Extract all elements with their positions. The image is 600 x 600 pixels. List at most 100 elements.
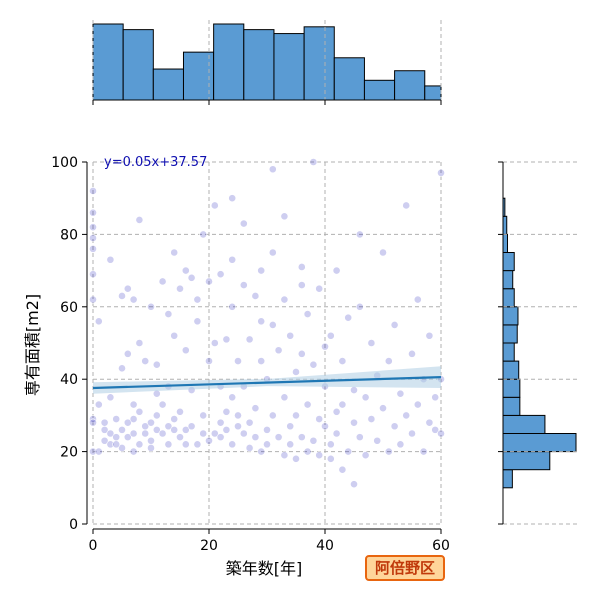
- data-point: [123, 433, 132, 442]
- data-point: [431, 393, 440, 402]
- data-point: [94, 447, 103, 456]
- data-point: [181, 440, 190, 449]
- x-histogram-bar: [394, 70, 426, 101]
- data-point: [123, 418, 132, 427]
- data-point: [245, 444, 254, 452]
- y-histogram-bar: [502, 451, 551, 471]
- data-point: [373, 436, 382, 445]
- district-badge: 阿倍野区: [365, 555, 445, 581]
- data-point: [100, 436, 109, 445]
- y-axis-label: 専有面積[m2]: [23, 294, 42, 396]
- data-point: [280, 212, 289, 221]
- data-point: [245, 418, 254, 427]
- data-point: [326, 331, 335, 340]
- x-tick-label: 40: [316, 538, 334, 554]
- data-point: [390, 320, 399, 329]
- data-point: [170, 248, 179, 257]
- data-point: [135, 407, 144, 416]
- data-point: [367, 415, 376, 423]
- data-point: [106, 255, 115, 264]
- data-point: [402, 411, 411, 420]
- data-point: [390, 422, 399, 431]
- data-point: [141, 357, 150, 365]
- x-tick-label: 60: [432, 538, 450, 554]
- data-point: [379, 404, 387, 413]
- x-axis-label: 築年数[年]: [226, 559, 303, 578]
- x-histogram-bar: [152, 68, 184, 101]
- data-point: [280, 393, 289, 402]
- data-point: [274, 346, 283, 355]
- data-point: [315, 415, 324, 423]
- data-point: [350, 386, 358, 394]
- data-point: [326, 440, 335, 449]
- data-point: [100, 418, 109, 427]
- data-point: [152, 411, 161, 420]
- regression-equation-label: y=0.05x+37.57: [104, 155, 207, 170]
- data-point: [303, 400, 312, 409]
- y-tick-label: 0: [69, 517, 78, 533]
- data-point: [164, 422, 173, 431]
- x-tick-label: 0: [89, 538, 98, 554]
- data-point: [245, 335, 254, 344]
- data-point: [193, 295, 202, 304]
- data-point: [187, 273, 196, 282]
- y-tick-label: 60: [60, 300, 78, 316]
- data-point: [181, 266, 190, 275]
- y-marginal-histogram: [498, 161, 580, 525]
- data-point: [89, 208, 97, 217]
- data-point: [158, 429, 167, 438]
- y-histogram-bar: [502, 306, 519, 326]
- data-point: [112, 415, 121, 423]
- data-point: [292, 368, 300, 376]
- data-point: [176, 284, 184, 293]
- data-point: [222, 425, 231, 434]
- data-point: [437, 429, 445, 438]
- data-point: [228, 440, 237, 449]
- data-point: [94, 317, 103, 326]
- x-histogram-bar: [273, 33, 305, 101]
- y-histogram-bar: [502, 215, 508, 235]
- data-point: [413, 295, 422, 304]
- data-point: [181, 346, 190, 355]
- data-point: [118, 292, 126, 300]
- x-histogram-bar: [363, 79, 396, 101]
- data-point: [216, 270, 225, 279]
- data-point: [112, 440, 121, 449]
- x-histogram-bar: [333, 57, 365, 101]
- scatter-plot-area: 0 20 40 60 0 20 40 60 80 100: [51, 155, 450, 554]
- data-point: [193, 317, 202, 326]
- data-point: [123, 349, 132, 358]
- data-point: [176, 407, 184, 416]
- data-point: [89, 223, 97, 232]
- data-point: [309, 158, 318, 166]
- y-histogram-bar: [502, 324, 518, 344]
- data-point: [106, 393, 115, 402]
- x-histogram-bar: [243, 29, 275, 101]
- data-point: [118, 444, 126, 452]
- x-marginal-histogram: [92, 20, 442, 105]
- data-point: [129, 429, 138, 438]
- data-point: [176, 433, 184, 442]
- data-point: [297, 263, 306, 271]
- data-point: [419, 447, 428, 456]
- x-histogram-bar: [424, 85, 442, 101]
- data-point: [106, 440, 115, 449]
- x-histogram-bar: [92, 23, 124, 101]
- y-histogram-bar: [502, 342, 515, 362]
- y-histogram-bar: [502, 360, 520, 380]
- data-point: [158, 400, 167, 409]
- data-point: [228, 255, 237, 264]
- data-point: [234, 411, 242, 420]
- data-point: [257, 447, 266, 456]
- data-point: [355, 433, 364, 442]
- data-point: [297, 349, 306, 358]
- data-point: [431, 425, 440, 434]
- y-histogram-bar: [502, 233, 508, 253]
- data-point: [89, 244, 97, 253]
- y-histogram-bar: [502, 252, 515, 272]
- y-tick-label: 100: [51, 155, 78, 171]
- y-tick-label: 80: [60, 227, 78, 243]
- data-point: [321, 342, 329, 351]
- data-point: [257, 266, 266, 275]
- y-histogram-bar: [502, 414, 546, 434]
